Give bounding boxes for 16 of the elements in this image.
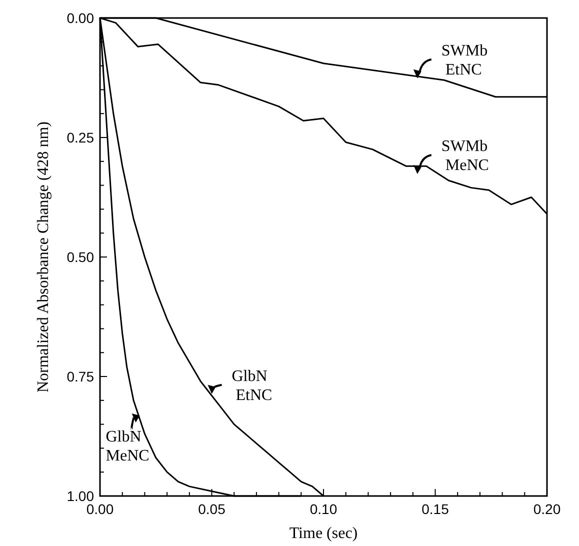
y-tick-label: 0.75	[66, 368, 94, 384]
y-tick-label: 0.50	[66, 248, 94, 265]
x-tick-label: 0.15	[422, 501, 450, 517]
x-axis-title: Time (sec)	[289, 525, 358, 542]
x-tick-label: 0.00	[86, 501, 114, 517]
y-tick-label: 0.00	[66, 10, 94, 26]
annotation: GlbN MeNC	[106, 428, 150, 465]
x-tick-label: 0.10	[310, 501, 338, 517]
y-tick-label: 0.25	[66, 129, 94, 146]
y-axis-title: Normalized Absorbance Change (428 nm)	[35, 121, 52, 393]
x-tick-label: 0.20	[533, 501, 561, 517]
annotation: SWMb EtNC	[441, 42, 488, 78]
annotation: GlbN EtNC	[232, 368, 272, 404]
annotation: SWMb MeNC	[441, 138, 489, 174]
y-tick-label: 1.00	[66, 488, 94, 504]
x-tick-label: 0.05	[198, 501, 226, 517]
